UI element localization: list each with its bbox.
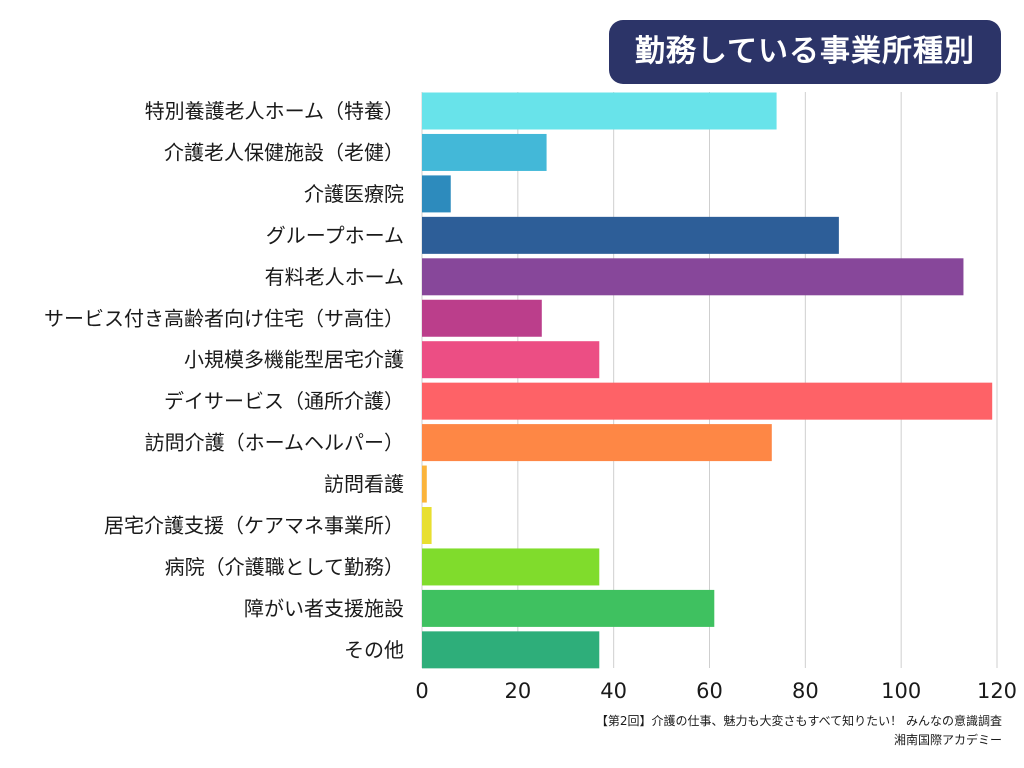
source-note-survey: 【第2回】介護の仕事、魅力も大変さもすべて知りたい！ みんなの意識調査 [595, 714, 1002, 728]
category-label: 小規模多機能型居宅介護 [184, 348, 404, 372]
x-tick-label: 100 [881, 679, 921, 703]
x-tick-label: 20 [504, 679, 531, 703]
x-tick-label: 0 [415, 679, 428, 703]
category-label: 有料老人ホーム [265, 265, 404, 289]
bar [422, 92, 777, 130]
category-label: 障がい者支援施設 [244, 596, 404, 620]
category-label: グループホーム [266, 223, 404, 247]
category-label: 特別養護老人ホーム（特養） [145, 99, 404, 123]
category-labels: 特別養護老人ホーム（特養） 介護老人保健施設（老健） 介護医療院グループホーム有料老… [44, 99, 404, 662]
category-label: 訪問看護 [324, 472, 404, 496]
source-note: 【第2回】介護の仕事、魅力も大変さもすべて知りたい！ みんなの意識調査 湘南国際… [596, 712, 1002, 750]
category-label: 訪問介護（ホームヘルパー） [145, 431, 404, 455]
bar [422, 548, 600, 586]
bar [422, 216, 839, 254]
bar [422, 631, 600, 669]
bar [422, 175, 451, 213]
x-tick-label: 60 [696, 679, 723, 703]
x-tick-label: 120 [977, 679, 1017, 703]
bar [422, 299, 542, 337]
source-note-org: 湘南国際アカデミー [893, 733, 1002, 747]
category-label: 居宅介護支援（ケアマネ事業所） [104, 514, 404, 538]
category-label: サービス付き高齢者向け住宅（サ高住） [44, 306, 404, 330]
category-label: 病院（介護職として勤務） [165, 555, 404, 579]
x-tick-label: 40 [600, 679, 627, 703]
bar [422, 382, 993, 420]
bar [422, 258, 964, 296]
bar [422, 465, 427, 503]
bar [422, 133, 547, 171]
bar [422, 589, 715, 627]
bar [422, 341, 600, 379]
category-label: その他 [344, 638, 404, 662]
category-label: デイサービス（通所介護） [164, 389, 404, 413]
category-label: 介護老人保健施設（老健） [164, 140, 404, 164]
bar [422, 507, 432, 544]
grid-lines [421, 92, 998, 668]
x-axis-ticks: 0 20 40 60 80 100 120 [415, 679, 1017, 703]
bar [422, 424, 772, 462]
category-label: 介護医療院 [304, 182, 404, 206]
x-tick-label: 80 [792, 679, 819, 703]
bars [422, 92, 993, 669]
chart-title: 勤務している事業所種別 [609, 20, 1001, 84]
